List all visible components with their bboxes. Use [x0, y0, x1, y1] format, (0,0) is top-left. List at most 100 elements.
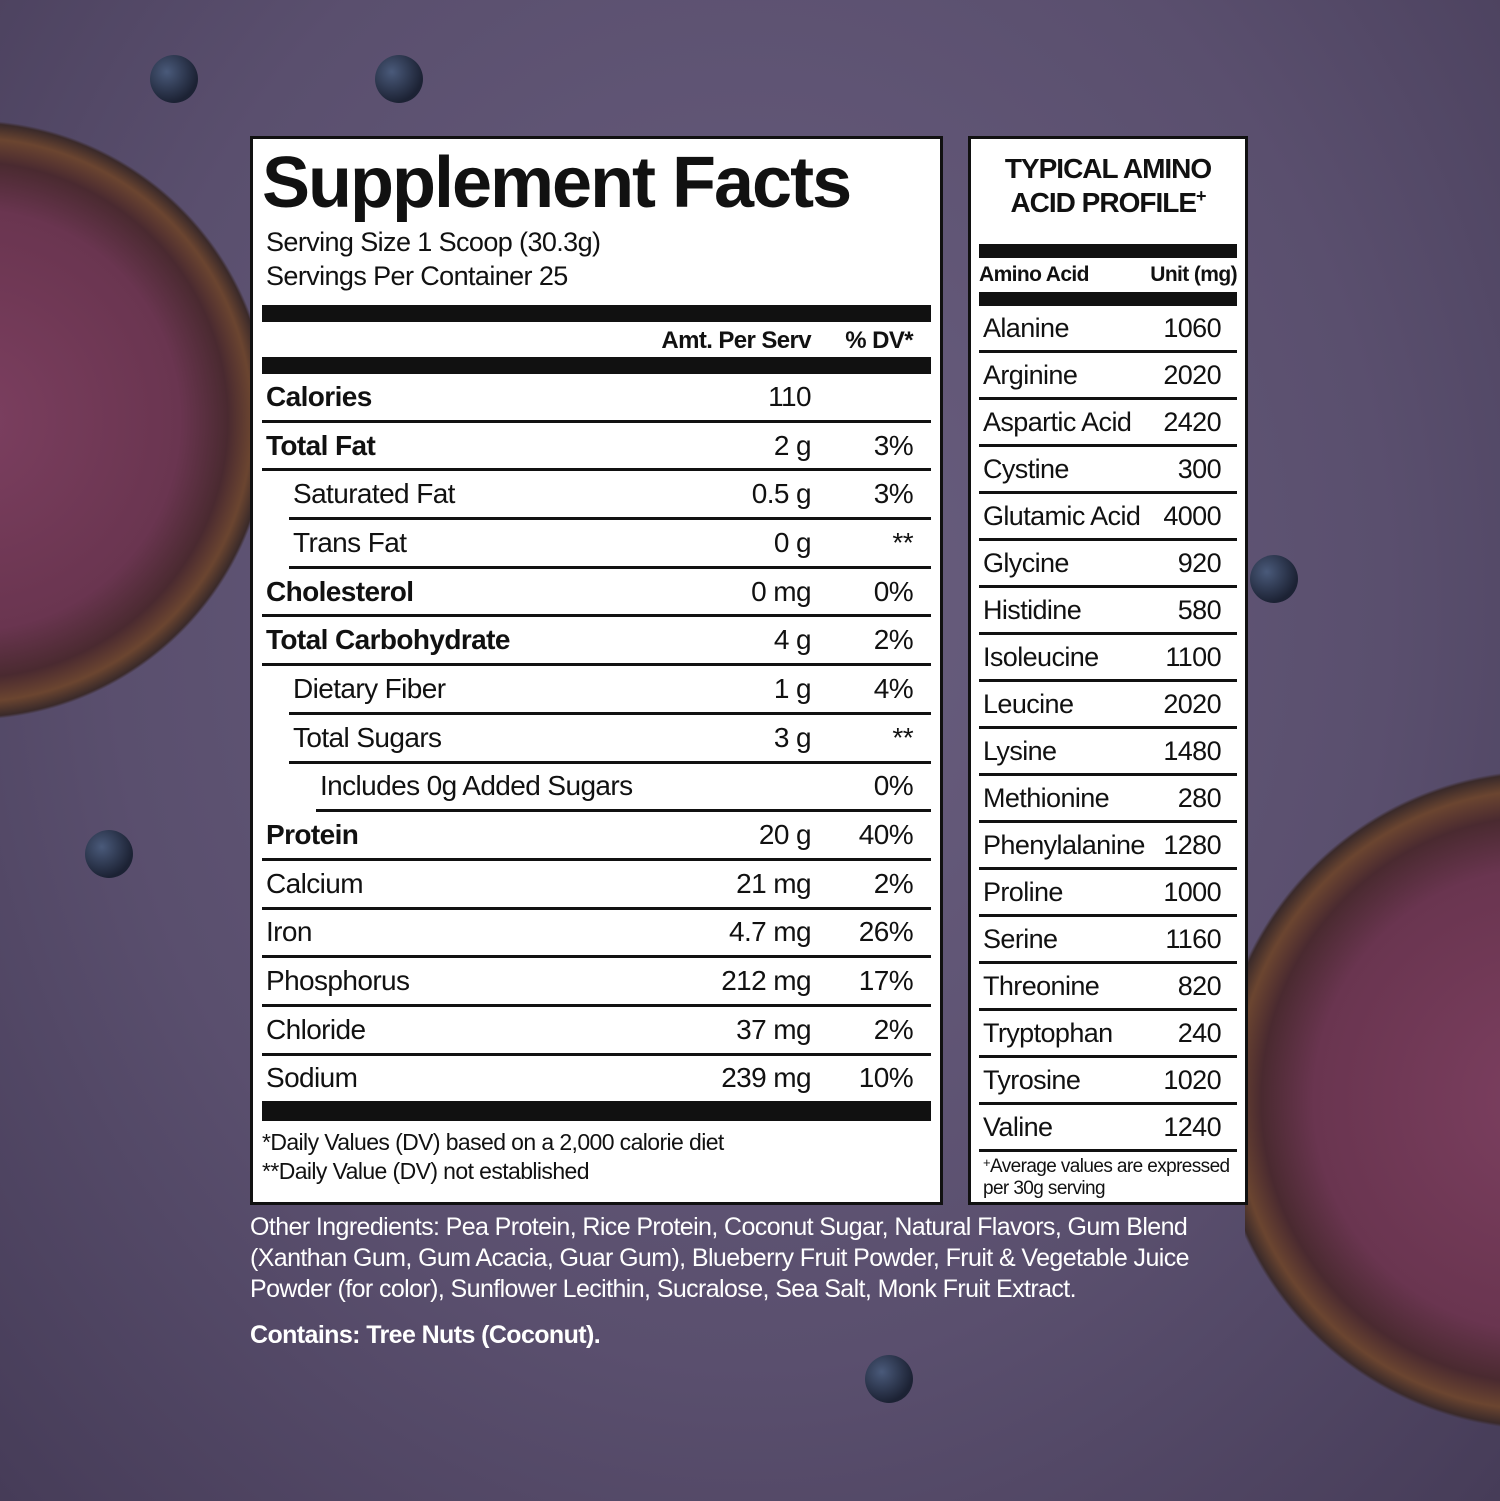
amino-name: Aspartic Acid [983, 406, 1132, 437]
nutrient-dv: 17% [858, 965, 914, 997]
nutrient-name: Total Carbohydrate [266, 624, 510, 656]
amino-value: 920 [1177, 547, 1222, 578]
nutrient-name: Calcium [266, 867, 364, 899]
amino-title-mark: + [1196, 186, 1206, 206]
nutrient-amount: 2 g [773, 429, 812, 461]
amount-header: Amt. Per Serv [661, 327, 811, 354]
amino-name: Glycine [983, 547, 1069, 578]
other-ingredients: Other Ingredients: Pea Protein, Rice Pro… [250, 1213, 1190, 1303]
nutrient-name: Chloride [266, 1013, 366, 1045]
amino-acid-profile-panel: TYPICAL AMINO ACID PROFILE+ Amino Acid U… [968, 136, 1248, 1205]
amino-row: Aspartic Acid 2420 [979, 400, 1237, 447]
divider-bar [979, 244, 1237, 258]
amino-row: Proline 1000 [979, 870, 1237, 917]
amino-value: 1160 [1165, 923, 1221, 954]
footnote-dv: *Daily Values (DV) based on a 2,000 calo… [262, 1129, 724, 1156]
amino-row: Leucine 2020 [979, 682, 1237, 729]
amino-name: Histidine [983, 594, 1082, 625]
nutrient-amount: 20 g [758, 819, 812, 851]
footnote-not-established: **Daily Value (DV) not established [262, 1158, 590, 1185]
amino-row: Phenylalanine 1280 [979, 823, 1237, 870]
blueberry-image [865, 1355, 913, 1403]
nutrient-dv: ** [892, 721, 913, 753]
amino-row: Serine 1160 [979, 917, 1237, 964]
amino-unit-header: Unit (mg) [1150, 263, 1237, 286]
amino-name: Lysine [983, 735, 1057, 766]
amino-title-line1: TYPICAL AMINO [1004, 153, 1212, 184]
nutrient-amount: 212 mg [721, 965, 811, 997]
nutrient-dv: 0% [873, 770, 914, 802]
amino-name: Cystine [983, 453, 1069, 484]
amino-name: Alanine [983, 312, 1069, 343]
amino-name: Leucine [983, 688, 1074, 719]
nutrient-row: Protein 20 g 40% [262, 812, 931, 861]
nutrient-amount: 4.7 mg [729, 916, 812, 948]
dv-header: % DV* [845, 327, 913, 354]
servings-per-container: Servings Per Container 25 [266, 261, 568, 291]
nutrient-name: Dietary Fiber [293, 672, 446, 704]
nutrient-amount: 0.5 g [751, 478, 812, 510]
amino-name: Threonine [983, 970, 1100, 1001]
nutrient-row: Calcium 21 mg 2% [262, 861, 931, 910]
footnote-text: Average values are expressed per 30g ser… [983, 1156, 1230, 1199]
amino-name: Arginine [983, 359, 1078, 390]
allergen-statement: Contains: Tree Nuts (Coconut). [250, 1321, 601, 1349]
nutrient-amount: 0 mg [751, 575, 811, 607]
nutrient-amount: 1 g [773, 672, 812, 704]
amino-name: Phenylalanine [983, 829, 1145, 860]
amino-name: Isoleucine [983, 641, 1099, 672]
blueberry-image [150, 55, 198, 103]
nutrient-amount: 239 mg [721, 1062, 811, 1094]
amino-row: Cystine 300 [979, 447, 1237, 494]
amino-row: Lysine 1480 [979, 729, 1237, 776]
amino-row: Alanine 1060 [979, 306, 1237, 353]
amino-name: Tyrosine [983, 1064, 1081, 1095]
amino-value: 1060 [1163, 312, 1221, 343]
blueberry-image [85, 830, 133, 878]
nutrient-name: Saturated Fat [293, 478, 455, 510]
amino-name: Proline [983, 876, 1063, 907]
divider-bar [262, 1104, 931, 1122]
amino-value: 300 [1177, 453, 1222, 484]
amino-row: Methionine 280 [979, 776, 1237, 823]
amino-value: 580 [1177, 594, 1222, 625]
amino-name: Serine [983, 923, 1058, 954]
nutrient-dv: 3% [873, 429, 914, 461]
acai-bowl-image-left [0, 90, 270, 750]
blueberry-image [375, 55, 423, 103]
nutrient-row: Chloride 37 mg 2% [262, 1007, 931, 1056]
nutrient-name: Includes 0g Added Sugars [320, 770, 633, 802]
amino-value: 1480 [1163, 735, 1221, 766]
nutrient-row: Sodium 239 mg 10% [262, 1056, 931, 1105]
nutrient-dv: 2% [873, 624, 914, 656]
amino-name: Methionine [983, 782, 1110, 813]
amino-row: Arginine 2020 [979, 353, 1237, 400]
nutrient-row: Calories 110 [262, 374, 931, 423]
amino-value: 240 [1177, 1017, 1222, 1048]
nutrient-amount: 21 mg [736, 867, 811, 899]
amino-row: Glutamic Acid 4000 [979, 494, 1237, 541]
divider-bar [262, 305, 931, 322]
footnote-mark: + [983, 1155, 991, 1170]
amino-value: 1240 [1163, 1111, 1221, 1142]
nutrient-amount: 4 g [773, 624, 812, 656]
nutrient-dv: 0% [873, 575, 914, 607]
amino-value: 2020 [1163, 359, 1221, 390]
amino-footnote: +Average values are expressed per 30g se… [979, 1156, 1237, 1200]
nutrient-row: Includes 0g Added Sugars 0% [316, 764, 931, 813]
amino-title-text: ACID PROFILE [1010, 187, 1197, 218]
amino-name: Glutamic Acid [983, 500, 1141, 531]
nutrient-row: Cholesterol 0 mg 0% [262, 569, 931, 618]
nutrient-name: Total Sugars [293, 721, 442, 753]
nutrient-row: Total Sugars 3 g ** [289, 715, 931, 764]
blueberry-image [1250, 555, 1298, 603]
column-header: Amt. Per Serv % DV* [262, 322, 931, 357]
amino-row: Glycine 920 [979, 541, 1237, 588]
amino-row: Tryptophan 240 [979, 1011, 1237, 1058]
amino-value: 2420 [1163, 406, 1221, 437]
nutrient-dv: 2% [873, 1013, 914, 1045]
amino-row: Tyrosine 1020 [979, 1058, 1237, 1105]
amino-row: Isoleucine 1100 [979, 635, 1237, 682]
amino-row: Threonine 820 [979, 964, 1237, 1011]
nutrient-name: Iron [266, 916, 312, 948]
